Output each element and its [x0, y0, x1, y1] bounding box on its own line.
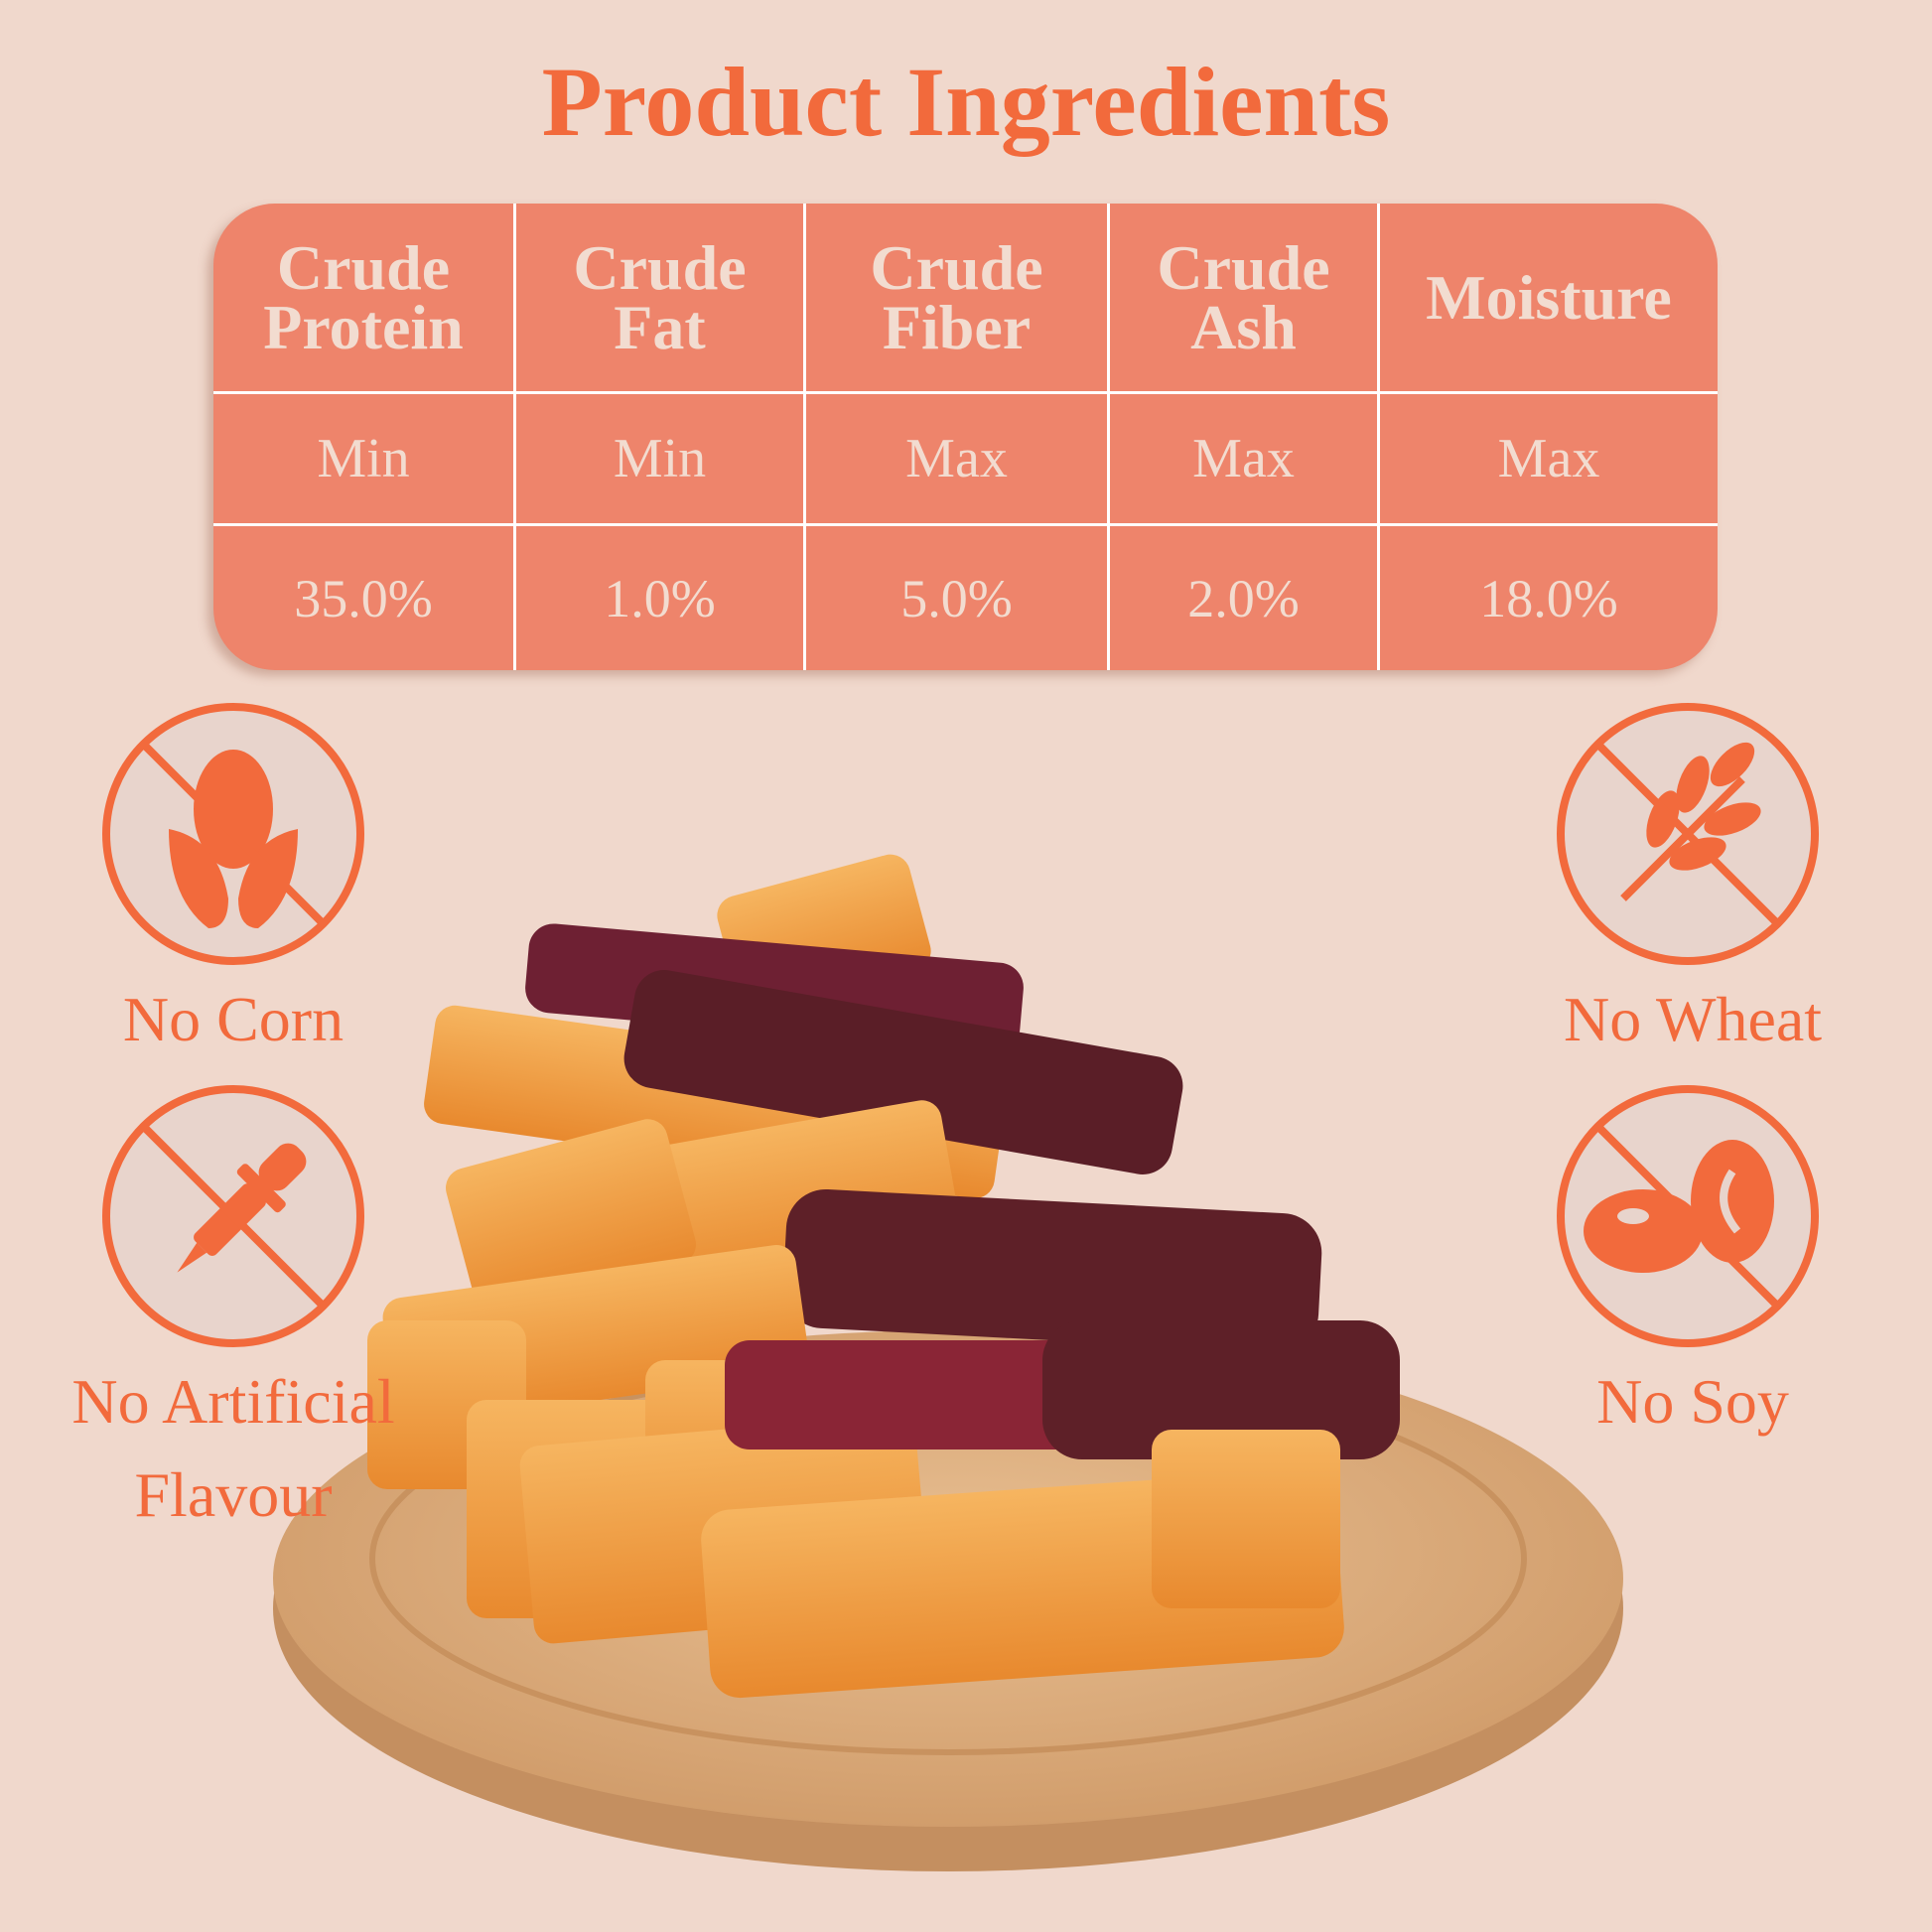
header-line-2: Ash: [1190, 291, 1297, 362]
label-line-1: No Artificial: [71, 1366, 395, 1437]
limit-cell: Min: [213, 394, 516, 526]
limit-cell: Max: [806, 394, 1110, 526]
column-header: Crude Ash: [1110, 204, 1380, 394]
value-cell: 18.0%: [1479, 568, 1618, 628]
no-wheat-label: No Wheat: [1563, 984, 1823, 1054]
value-cell: 35.0%: [213, 526, 516, 670]
value-cell: 1.0%: [516, 526, 806, 670]
no-soy-label: No Soy: [1596, 1366, 1789, 1437]
no-artificial-flavour-icon: [102, 1085, 364, 1347]
no-corn-label: No Corn: [122, 984, 345, 1054]
no-soy-icon: [1557, 1085, 1819, 1347]
limit-cell: Max: [1110, 394, 1380, 526]
no-artificial-flavour-label: No Artificial Flavour: [25, 1355, 442, 1542]
column-header: Crude Protein: [213, 204, 516, 394]
no-corn-icon: [102, 703, 364, 965]
ingredients-table: Crude Protein Crude Fat Crude Fiber Crude Ash Mo…: [213, 204, 1718, 670]
value-cell: 2.0%: [1110, 526, 1380, 670]
value-cell: 5.0%: [806, 526, 1110, 670]
header-line-2: Fat: [614, 291, 706, 362]
header-line-1: Crude: [573, 231, 747, 303]
header-line-2: Fiber: [882, 291, 1032, 362]
column-header: Crude Fiber: [806, 204, 1110, 394]
column-header: Crude Fat: [516, 204, 806, 394]
no-wheat-icon: [1557, 703, 1819, 965]
limit-cell: Min: [516, 394, 806, 526]
label-line-2: Flavour: [134, 1459, 333, 1530]
column-header: Moisture: [1380, 204, 1718, 394]
limit-cell: Max: [1380, 394, 1718, 526]
page-title: Product Ingredients: [541, 47, 1391, 157]
header-line-2: Protein: [263, 291, 464, 362]
header-line-1: Crude: [870, 231, 1043, 303]
header-line-1: Crude: [276, 231, 451, 303]
header-line-1: Moisture: [1426, 261, 1672, 333]
product-photo: [273, 854, 1623, 1871]
header-line-1: Crude: [1157, 231, 1330, 303]
